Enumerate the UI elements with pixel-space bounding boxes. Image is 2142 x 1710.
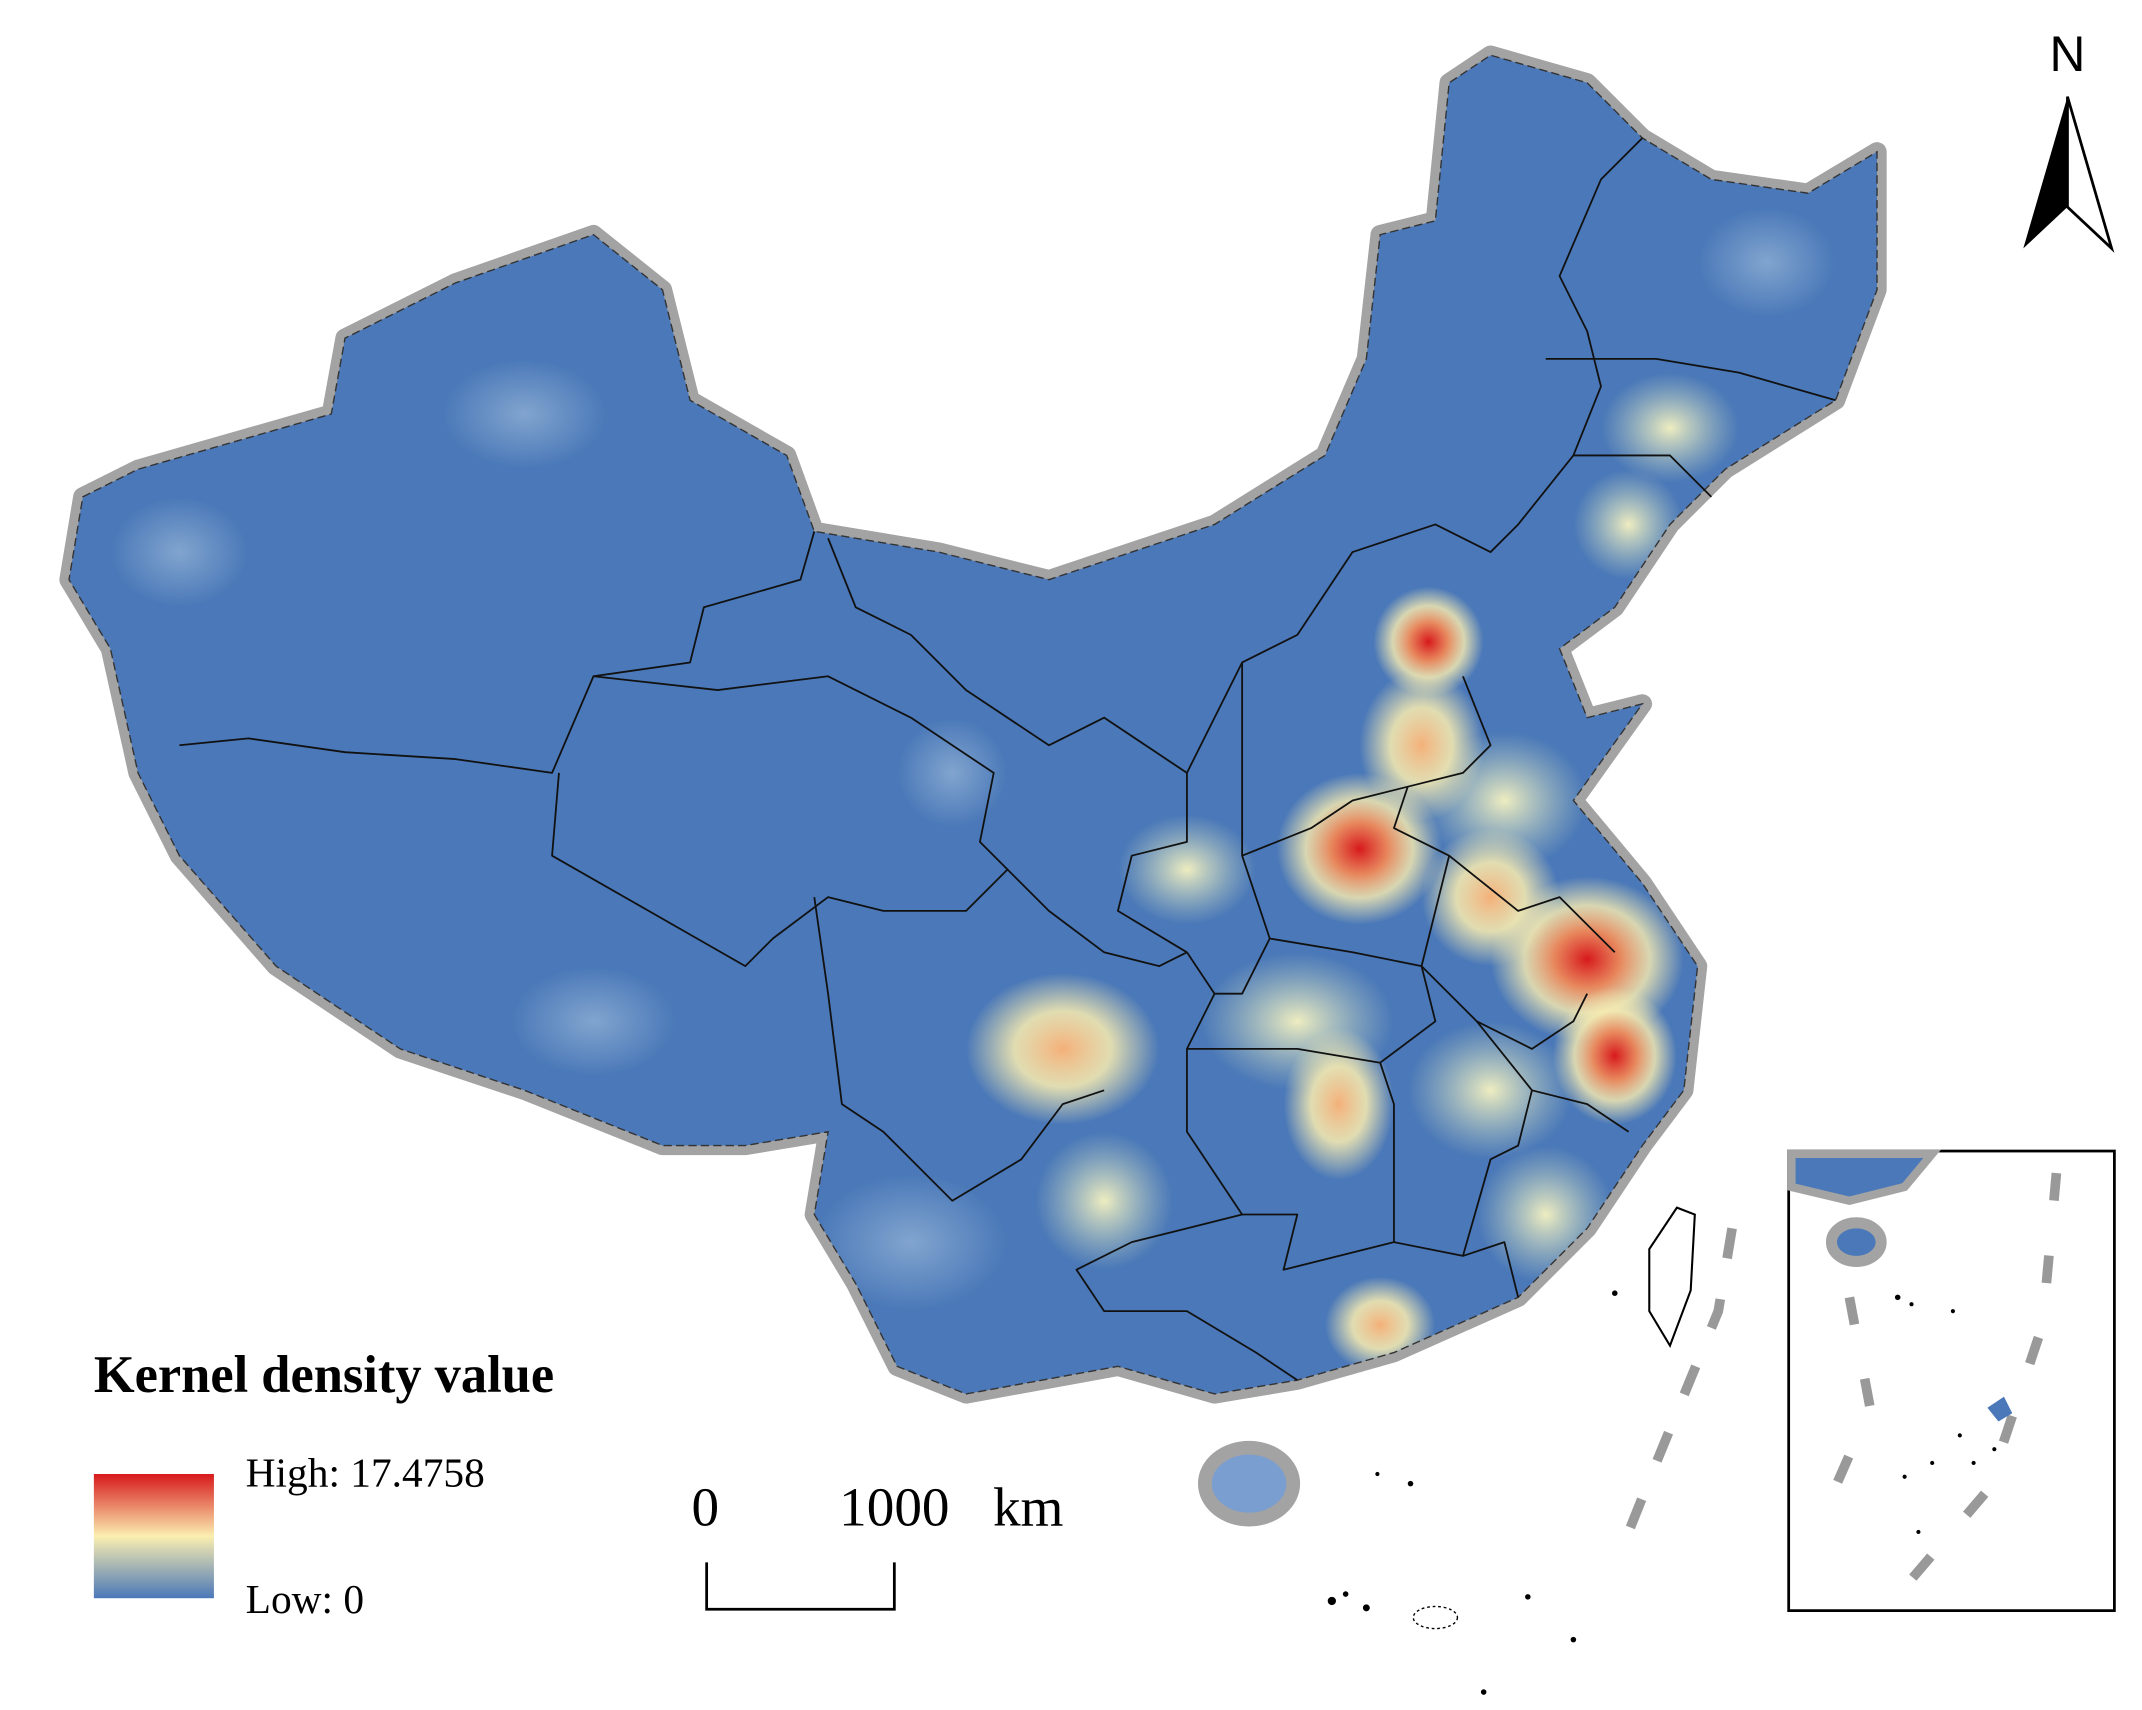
hainan [1197,1440,1301,1527]
maritime-boundary [1624,1227,1737,1534]
legend: Kernel density value High: 17.4758 Low: … [93,1346,554,1622]
legend-title: Kernel density value [94,1346,554,1404]
scale-start: 0 [691,1476,719,1537]
legend-low: Low: 0 [246,1576,364,1622]
inset-map [1787,1149,2116,1613]
islands [1327,1290,1618,1695]
province-borders [179,137,1836,1381]
scale-bar: 0 1000 km [691,1476,1064,1611]
north-arrow: N [2023,26,2115,253]
north-label: N [2050,26,2086,82]
scale-unit: km [993,1476,1064,1537]
scale-end: 1000 [839,1476,949,1537]
legend-ramp [93,1473,214,1599]
taiwan [1648,1206,1696,1349]
legend-high: High: 17.4758 [246,1449,485,1495]
